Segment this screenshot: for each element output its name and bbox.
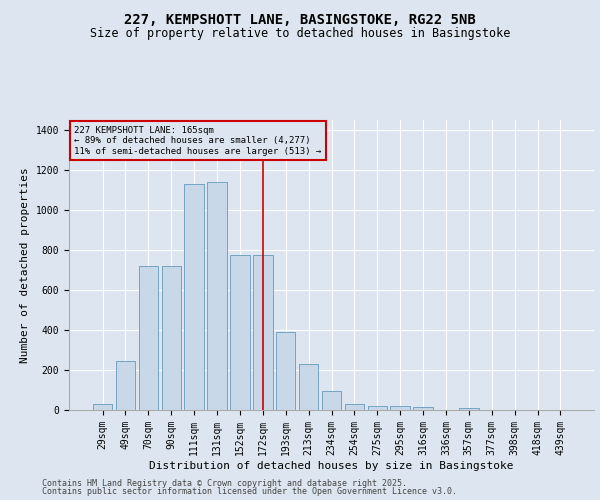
Bar — [230, 255, 250, 410]
Text: 227, KEMPSHOTT LANE, BASINGSTOKE, RG22 5NB: 227, KEMPSHOTT LANE, BASINGSTOKE, RG22 5… — [124, 12, 476, 26]
Bar — [368, 406, 387, 410]
X-axis label: Distribution of detached houses by size in Basingstoke: Distribution of detached houses by size … — [149, 460, 514, 470]
Bar — [344, 404, 364, 410]
Text: Contains public sector information licensed under the Open Government Licence v3: Contains public sector information licen… — [42, 487, 457, 496]
Text: Contains HM Land Registry data © Crown copyright and database right 2025.: Contains HM Land Registry data © Crown c… — [42, 478, 407, 488]
Bar — [139, 266, 158, 410]
Text: 227 KEMPSHOTT LANE: 165sqm
← 89% of detached houses are smaller (4,277)
11% of s: 227 KEMPSHOTT LANE: 165sqm ← 89% of deta… — [74, 126, 322, 156]
Bar — [93, 404, 112, 410]
Y-axis label: Number of detached properties: Number of detached properties — [20, 167, 30, 363]
Bar — [116, 361, 135, 410]
Bar — [161, 266, 181, 410]
Bar — [253, 255, 272, 410]
Bar — [322, 391, 341, 410]
Bar — [208, 182, 227, 410]
Bar — [459, 408, 479, 410]
Bar — [299, 364, 319, 410]
Bar — [413, 408, 433, 410]
Bar — [184, 184, 204, 410]
Bar — [391, 406, 410, 410]
Text: Size of property relative to detached houses in Basingstoke: Size of property relative to detached ho… — [90, 28, 510, 40]
Bar — [276, 332, 295, 410]
